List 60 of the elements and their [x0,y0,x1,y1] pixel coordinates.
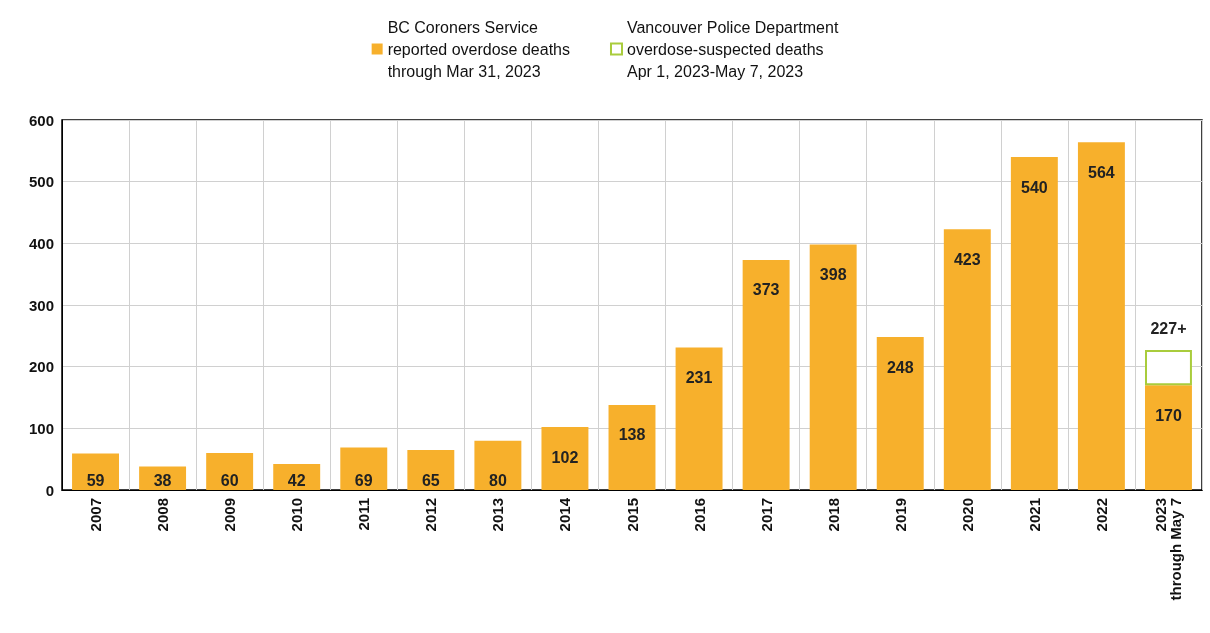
x-tick-label: 2018 [824,498,842,532]
x-tick-label: 2016 [690,498,708,532]
x-tick-label: 2023 through May 7 [1152,498,1185,601]
bar [340,447,388,490]
legend-label: BC Coroners Service reported overdose deaths through Mar 31, 2023 [387,18,570,80]
y-tick-label: 600 [28,111,54,129]
bar [1077,142,1125,490]
x-tick-label: 2013 [489,498,507,532]
data-label: 65 [421,471,440,489]
data-label: 170 [1155,406,1182,424]
x-tick-label: 2014 [556,497,574,532]
data-label: 248 [886,358,914,376]
bar [474,440,522,490]
y-tick-label: 300 [28,296,54,314]
bar [1145,385,1192,490]
data-label: 540 [1021,178,1048,196]
data-label: 80 [488,471,507,489]
bar [608,404,656,490]
data-label: 59 [86,471,105,489]
x-tick-label: 2009 [221,498,239,532]
x-tick-label: 2007 [87,498,105,532]
data-label: 138 [618,426,646,444]
data-label: 231 [685,369,713,387]
bar [809,244,857,490]
bar [675,347,723,490]
data-label: 373 [752,281,780,299]
x-tick-label: 2008 [154,498,172,532]
bar [72,453,119,490]
y-tick-label: 200 [28,358,54,376]
bar [943,229,991,490]
y-tick-label: 400 [28,234,54,252]
x-tick-label: 2017 [757,498,775,532]
data-label: 423 [953,250,981,268]
bar [407,449,455,490]
data-label: 69 [354,471,373,489]
data-label: 102 [551,448,579,466]
x-tick-label: 2012 [422,498,440,532]
bar [1010,157,1058,490]
x-tick-label: 2015 [623,498,641,532]
bar [876,337,924,490]
y-tick-label: 500 [28,173,54,191]
x-tick-label: 2022 [1092,498,1110,532]
total-label: 227+ [1150,319,1187,337]
bar [1145,350,1192,386]
x-tick-label: 2010 [288,498,306,532]
y-tick-label: 0 [45,481,54,499]
bar [541,427,589,490]
data-label: 38 [153,471,172,489]
x-tick-label: 2019 [891,498,909,532]
data-label: 564 [1088,163,1115,181]
data-label: 60 [220,471,239,489]
x-tick-label: 2011 [355,498,373,531]
data-label: 398 [819,266,847,284]
bar [206,453,254,490]
x-tick-label: 2021 [1025,498,1043,532]
data-label: 42 [287,471,306,489]
x-tick-label: 2020 [958,498,976,532]
y-tick-label: 100 [28,419,54,437]
legend-label: Vancouver Police Department overdose-suspected deaths Apr 1, 2023-May 7, 2023 [626,18,839,80]
bar [742,259,790,490]
